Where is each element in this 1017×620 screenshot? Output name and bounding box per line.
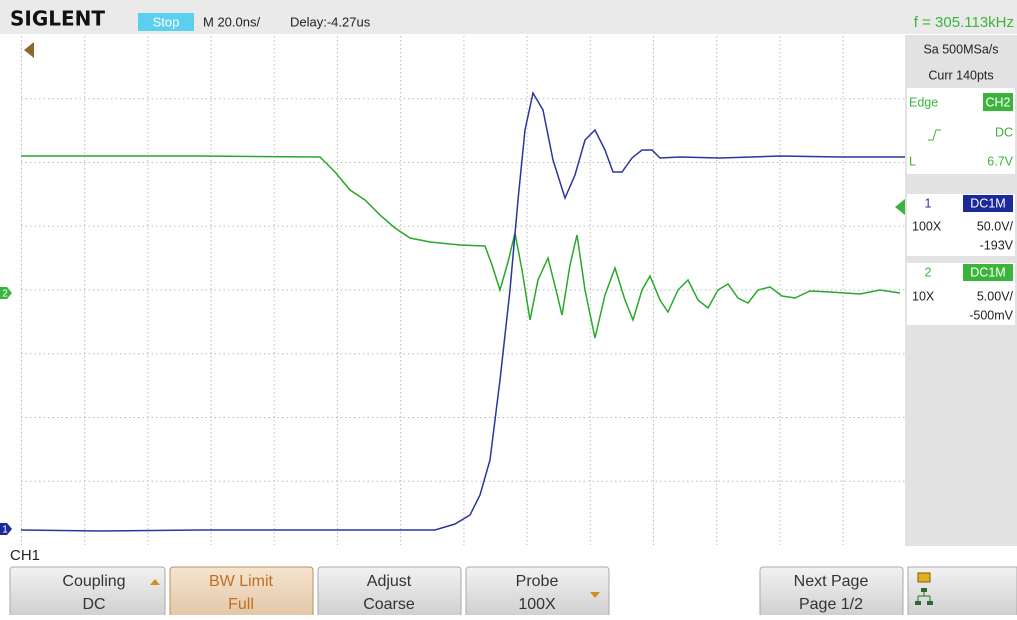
menu-button[interactable]: Next Page Page 1/2 bbox=[759, 566, 904, 618]
ch1-scale: 50.0V/ bbox=[977, 219, 1014, 233]
ch1-offset: -193V bbox=[980, 238, 1014, 252]
ch2-coupling-box bbox=[963, 264, 1013, 281]
frequency: f = 305.113kHz bbox=[914, 14, 1014, 31]
ch2-marker-label: 2 bbox=[2, 289, 8, 300]
trigger-level-prefix: L bbox=[909, 154, 916, 168]
timebase: M 20.0ns/ bbox=[203, 14, 260, 29]
memory-depth: Curr 140pts bbox=[928, 68, 993, 82]
grid-horizontal bbox=[21, 98, 905, 482]
ch2-marker bbox=[0, 287, 12, 299]
ch2-scale: 5.00V/ bbox=[977, 289, 1014, 303]
trigger-source-box bbox=[983, 93, 1013, 111]
ch1-number: 1 bbox=[925, 196, 932, 210]
ch1-probe: 100X bbox=[912, 219, 942, 233]
delay: Delay:-4.27us bbox=[290, 14, 371, 29]
grid bbox=[21, 35, 905, 545]
ch2-offset: -500mV bbox=[969, 308, 1013, 322]
trigger-level-marker bbox=[895, 199, 905, 215]
button-label: BW Limit bbox=[209, 573, 274, 590]
menu-button[interactable]: Coupling DC bbox=[9, 566, 166, 618]
ch2-number: 2 bbox=[925, 265, 932, 279]
trigger-type: Edge bbox=[909, 95, 938, 109]
button-value: DC bbox=[82, 596, 105, 613]
menu-button[interactable]: Adjust Coarse bbox=[317, 566, 462, 618]
button-label: Probe bbox=[516, 573, 559, 590]
ch1-coupling-box bbox=[963, 195, 1013, 212]
sample-rate: Sa 500MSa/s bbox=[923, 42, 998, 56]
trigger-source: CH2 bbox=[985, 95, 1010, 109]
trigger-slope-icon bbox=[928, 129, 941, 141]
trigger-level: 6.7V bbox=[987, 154, 1013, 168]
ch1-coupling: DC1M bbox=[970, 196, 1005, 210]
button-label: Adjust bbox=[367, 573, 412, 590]
ch1-trace bbox=[20, 90, 905, 532]
ch1-marker bbox=[0, 523, 12, 535]
status: Stop bbox=[153, 14, 180, 29]
button-value: Coarse bbox=[363, 596, 415, 613]
status-box bbox=[138, 13, 194, 31]
ch2-trace bbox=[21, 155, 901, 339]
button-label: Coupling bbox=[62, 573, 125, 590]
ch1-marker-label: 1 bbox=[2, 525, 8, 536]
ch2-coupling: DC1M bbox=[970, 265, 1005, 279]
button-value: Full bbox=[228, 596, 254, 613]
button-value: 100X bbox=[518, 596, 556, 613]
status-icons[interactable] bbox=[907, 566, 1017, 618]
trigger-coupling: DC bbox=[995, 125, 1013, 139]
button-label: Next Page bbox=[794, 573, 869, 590]
menu-button[interactable]: Probe 100X bbox=[465, 566, 610, 618]
menu-title: CH1 bbox=[10, 547, 40, 564]
brand: SIGLENT bbox=[10, 7, 105, 31]
trigger-position-marker bbox=[24, 42, 34, 58]
button-value: Page 1/2 bbox=[799, 596, 863, 613]
ch2-probe: 10X bbox=[912, 289, 935, 303]
menu-button[interactable]: BW Limit Full bbox=[169, 566, 314, 618]
